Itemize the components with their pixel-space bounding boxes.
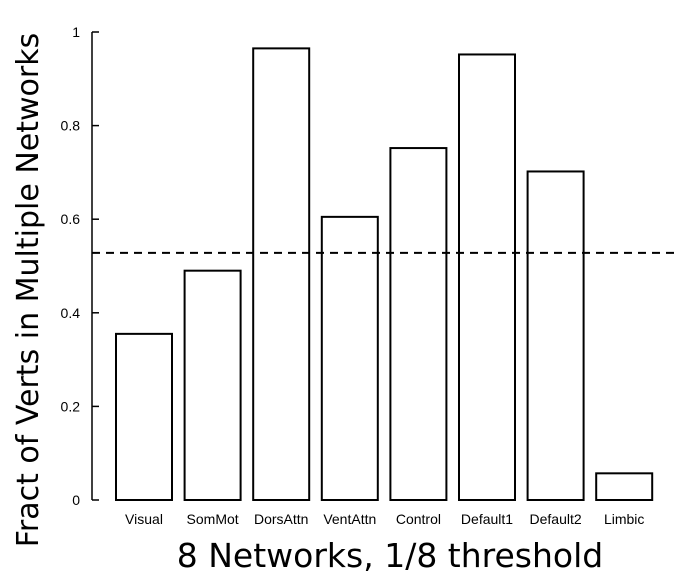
bar-visual	[115, 332, 173, 501]
bar-limbic	[595, 472, 654, 502]
bar-default2	[526, 170, 585, 502]
x-axis-title: 8 Networks, 1/8 threshold	[177, 536, 603, 575]
bars	[115, 47, 654, 502]
bar-ventattn	[320, 215, 379, 502]
x-tick-label: VentAttn	[323, 511, 376, 527]
y-axis-title: Fract of Verts in Multiple Networks	[11, 33, 46, 547]
x-tick-label: Visual	[125, 511, 163, 527]
y-tick-label: 0.6	[61, 211, 81, 227]
y-tick-label: 0	[72, 492, 80, 508]
bar-control	[389, 147, 448, 501]
y-tick-label: 0.8	[61, 118, 81, 134]
y-tick-label: 0.2	[61, 398, 81, 414]
bar-dorsattn	[252, 47, 311, 501]
y-tick-label: 0.4	[61, 305, 81, 321]
x-tick-label: Default1	[461, 511, 513, 527]
y-axis: 0 0.2 0.4 0.6 0.8 1	[61, 24, 99, 508]
bar-sommot	[183, 269, 242, 501]
x-tick-label: Limbic	[604, 511, 644, 527]
x-tick-label: Control	[396, 511, 441, 527]
x-axis-category-labels: Visual SomMot DorsAttn VentAttn Control Defau…	[125, 511, 644, 527]
x-tick-label: DorsAttn	[254, 511, 308, 527]
bar-default1	[458, 53, 516, 502]
x-tick-label: Default2	[530, 511, 582, 527]
x-tick-label: SomMot	[187, 511, 239, 527]
y-tick-label: 1	[72, 24, 80, 40]
